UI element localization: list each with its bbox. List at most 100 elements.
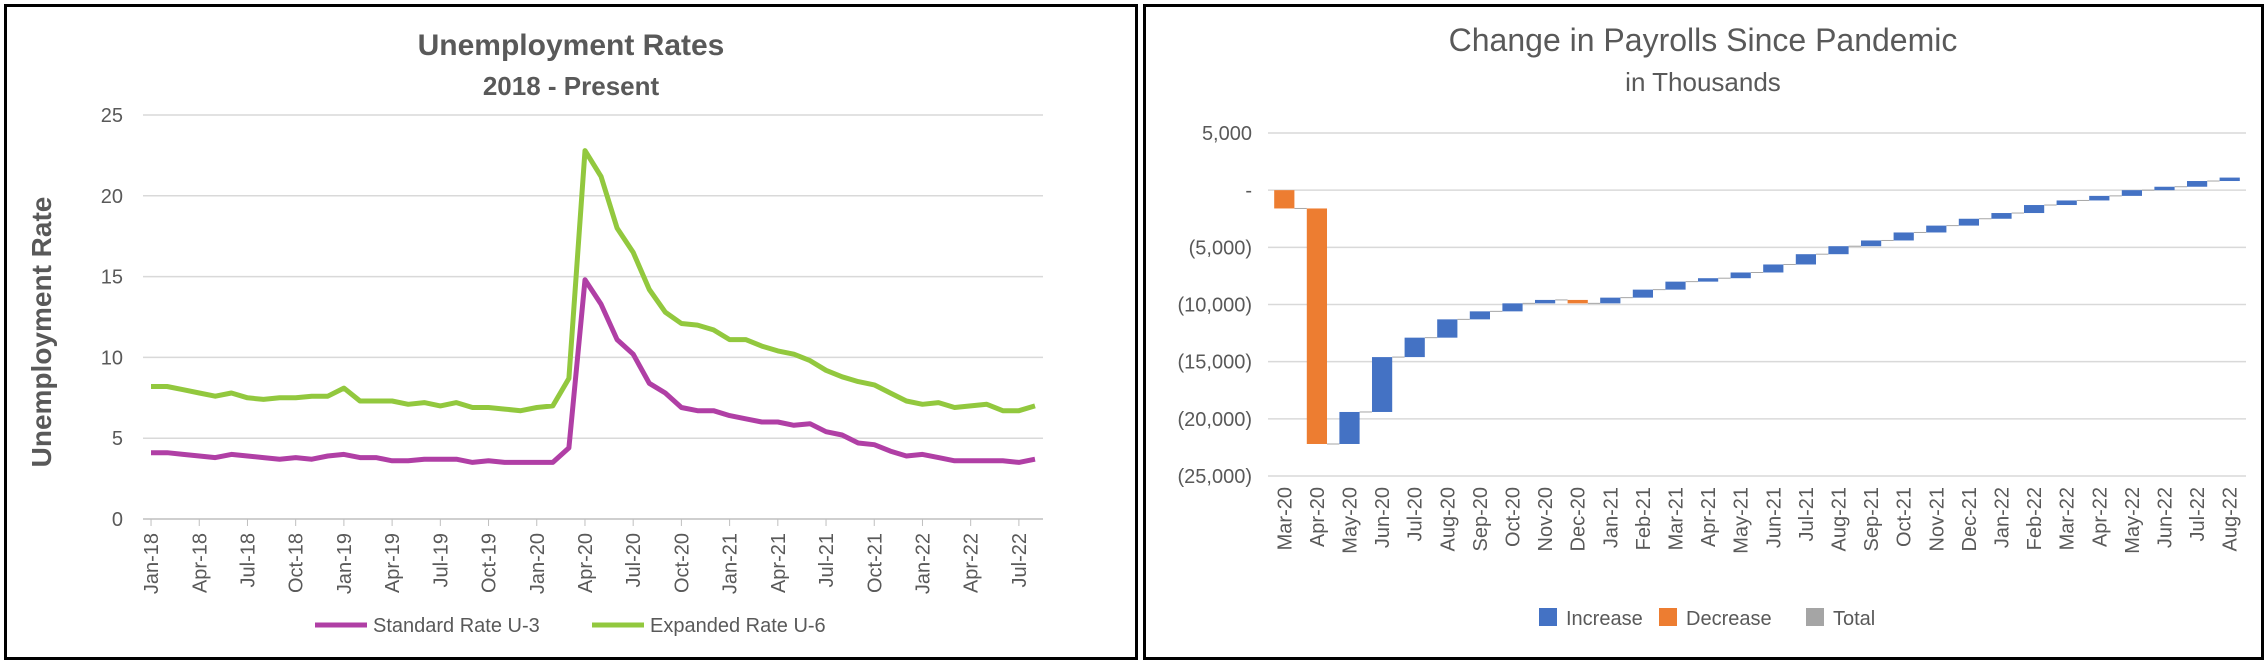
waterfall-bar [1274,190,1295,209]
waterfall-bar [1958,218,1980,226]
x-tick-label: Apr-21 [1698,487,1720,547]
x-tick-label: Jan-22 [1992,487,2014,548]
unemployment-chart-panel: Unemployment Rates 2018 - Present Unempl… [4,4,1138,660]
x-tick-label: Jun-22 [2155,487,2177,548]
x-tick-label: Dec-20 [1568,487,1590,551]
x-tick-label: Oct-21 [1894,487,1916,547]
x-tick-label: Jul-20 [623,533,645,587]
y-tick-label: 0 [112,509,123,531]
y-tick-labels: 0 5 10 15 20 25 [101,105,123,531]
x-tick-label: Jan-19 [334,533,356,594]
x-tick-label: Apr-20 [575,533,597,593]
x-tick-label: Jan-21 [1600,487,1622,548]
x-tick-label: Mar-21 [1666,487,1688,550]
waterfall-bar [1926,225,1947,233]
x-tick-label: Jun-21 [1763,487,1785,548]
y-tick-label: (15,000) [1178,352,1253,374]
waterfall-bar [2023,205,2045,214]
x-tick-label: Jul-18 [237,533,259,587]
x-tick-label: May-21 [1731,487,1753,554]
waterfall-bar [2089,195,2110,201]
y-tick-label: 25 [101,105,123,127]
waterfall-bar [1567,299,1588,304]
waterfall-bar [1371,357,1393,412]
y-tick-label: 15 [101,267,123,289]
x-tick-label: Jul-21 [1796,487,1818,541]
legend-label: Expanded Rate U-6 [650,615,826,637]
waterfall-bar [1502,303,1523,312]
y-tick-label: 20 [101,186,123,208]
x-tick-label: Jul-19 [430,533,452,587]
waterfall-bar [1893,232,1914,241]
waterfall-bar [2186,181,2208,187]
waterfall-bar [1665,281,1686,290]
x-tick-label: Jun-20 [1372,487,1394,548]
unemployment-chart: Unemployment Rates 2018 - Present Unempl… [26,29,1043,637]
waterfall-bar [2121,190,2143,196]
payrolls-chart-panel: Change in Payrolls Since Pandemic in Tho… [1143,4,2264,660]
legend-swatch [1806,608,1824,626]
x-tick-labels: Mar-20 Apr-20 May-20 Jun-20 Jul-20 Aug-20 Sep-… [1274,487,2241,554]
x-tick-label: Jul-22 [2187,487,2209,541]
x-tick-label: Aug-21 [1829,487,1851,552]
x-tick-label: Jul-22 [1009,533,1031,587]
waterfall-bar [2056,200,2077,206]
x-tick-label: Sep-20 [1470,487,1492,552]
waterfall-bar [1600,297,1621,304]
y-axis-label: Unemployment Rate [26,197,57,468]
y-tick-labels: 5,000 - (5,000) (10,000) (15,000) (20,000) (25… [1178,123,1253,488]
y-tick-label: (10,000) [1178,295,1253,317]
x-tick-label: Oct-21 [864,533,886,593]
chart-title: Change in Payrolls Since Pandemic [1449,22,1958,58]
series-lines [151,148,1036,465]
waterfall-bar [1469,311,1491,320]
series-line-u3 [151,277,1036,465]
legend: Standard Rate U-3 Expanded Rate U-6 [315,615,826,637]
waterfall-bar [1860,240,1882,247]
x-tick-label: Oct-18 [286,533,308,593]
x-tick-label: Nov-21 [1926,487,1948,551]
x-tick-label: Oct-20 [1503,487,1525,547]
waterfall-bar [1632,289,1654,298]
x-tick-label: Apr-21 [768,533,790,593]
chart-subtitle: in Thousands [1625,67,1781,97]
legend-swatch [1659,608,1677,626]
x-tick-label: Apr-22 [961,533,983,593]
waterfall-bar [2219,177,2240,182]
legend-swatch [1539,608,1557,626]
x-tick-label: Jul-21 [816,533,838,587]
chart-title: Unemployment Rates [418,29,725,62]
y-tick-label: (20,000) [1178,409,1253,431]
legend-label: Decrease [1686,608,1772,630]
y-tick-label: (5,000) [1189,237,1252,259]
legend: Increase Decrease Total [1539,608,1875,630]
y-tick-label: - [1245,180,1252,202]
waterfall-bar [1306,208,1328,444]
waterfall-bar [1534,299,1556,304]
series-line-u6 [151,148,1036,414]
waterfall-bar [1828,246,1849,255]
y-gridlines [1268,132,2246,477]
waterfall-bar [1339,411,1360,444]
payrolls-waterfall-chart: Change in Payrolls Since Pandemic in Tho… [1178,22,2246,630]
waterfall-bar [1730,272,1751,279]
waterfall-bar [1991,213,2012,219]
y-tick-label: 5,000 [1202,123,1252,145]
waterfall-bar [1795,254,1817,265]
waterfall-bars [1274,177,2240,445]
x-tick-label: Apr-18 [189,533,211,593]
waterfall-bar [2154,186,2175,191]
chart-subtitle: 2018 - Present [483,71,660,101]
y-tick-label: 10 [101,347,123,369]
x-tick-label: Nov-20 [1535,487,1557,551]
x-tick-label: May-22 [2122,487,2144,554]
legend-label: Increase [1566,608,1643,630]
waterfall-bar [1437,319,1458,338]
x-tick-label: May-20 [1340,487,1362,554]
legend-label: Total [1833,608,1875,630]
x-tick-label: Apr-22 [2089,487,2111,547]
waterfall-bar [1404,337,1425,358]
x-tick-label: Jan-20 [527,533,549,594]
x-tick-label: Feb-21 [1633,487,1655,550]
x-tick-label: Jan-22 [912,533,934,594]
